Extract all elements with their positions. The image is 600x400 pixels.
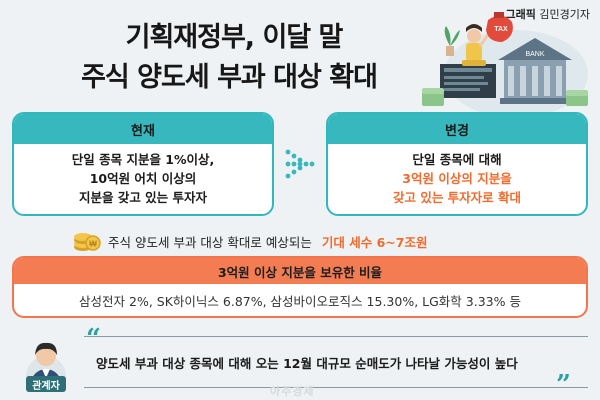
ratio-text: 삼성전자 2%, SK하이닉스 6.87%, 삼성바이오로직스 15.30%, … — [79, 293, 521, 309]
changed-line-2: 3억원 이상의 지분을 — [402, 171, 512, 186]
expected-highlight: 기대 세수 6~7조원 — [321, 234, 428, 250]
arrow-right-icon — [284, 146, 318, 182]
coins-icon: ₩ — [74, 233, 101, 251]
svg-text:₩: ₩ — [89, 240, 97, 249]
changed-card: 변경 단일 종목에 대해 3억원 이상의 지분을 갖고 있는 투자자로 확대 — [326, 112, 588, 216]
current-line-2: 10억원 어치 이상의 — [89, 171, 197, 186]
expected-text: 주식 양도세 부과 대상 확대로 예상되는 — [108, 234, 312, 250]
official-quote: 양도세 부과 대상 종목에 대해 오는 12월 대규모 순매도가 나타날 가능성… — [84, 336, 588, 388]
page-title: 기획재정부, 이달 말 주식 양도세 부과 대상 확대 — [54, 18, 414, 98]
expected-revenue-row: ₩ 주식 양도세 부과 대상 확대로 예상되는 기대 세수 6~7조원 — [72, 229, 427, 253]
tax-bag-label: TAX — [494, 26, 508, 33]
current-line-1: 단일 종목 지분을 1%이상, — [71, 152, 215, 167]
changed-line-1: 단일 종목에 대해 — [412, 152, 502, 167]
current-body: 단일 종목 지분을 1%이상, 10억원 어치 이상의 지분을 갖고 있는 투자… — [14, 144, 272, 214]
changed-heading: 변경 — [328, 114, 586, 144]
person-label: 관계자 — [26, 376, 66, 392]
credit-label: 그래픽 — [505, 8, 536, 21]
changed-line-3: 갖고 있는 투자자로 확대 — [392, 190, 522, 205]
current-line-3: 지분을 갖고 있는 투자자 — [78, 190, 208, 205]
close-quote-icon: ” — [556, 370, 571, 400]
title-line-2: 주식 양도세 부과 대상 확대 — [81, 62, 378, 93]
credit-author: 김민경기자 — [539, 8, 590, 21]
graphic-credit: 그래픽 김민경기자 — [506, 6, 590, 22]
open-quote-icon: “ — [86, 324, 101, 354]
official-avatar: 관계자 — [18, 336, 74, 396]
tax-bank-illustration: BANK TAX — [416, 2, 594, 120]
ownership-ratio-box: 3억원 이상 지분을 보유한 비율 삼성전자 2%, SK하이닉스 6.87%,… — [12, 256, 588, 318]
title-line-1: 기획재정부, 이달 말 — [125, 22, 344, 53]
changed-body: 단일 종목에 대해 3억원 이상의 지분을 갖고 있는 투자자로 확대 — [328, 144, 586, 214]
current-heading: 현재 — [14, 114, 272, 144]
quote-text: 양도세 부과 대상 종목에 대해 오는 12월 대규모 순매도가 나타날 가능성… — [96, 355, 518, 371]
bank-label: BANK — [525, 51, 544, 58]
ratio-heading: 3억원 이상 지분을 보유한 비율 — [14, 258, 586, 284]
watermark: 아주경제 — [270, 385, 315, 398]
current-card: 현재 단일 종목 지분을 1%이상, 10억원 어치 이상의 지분을 갖고 있는… — [12, 112, 274, 216]
